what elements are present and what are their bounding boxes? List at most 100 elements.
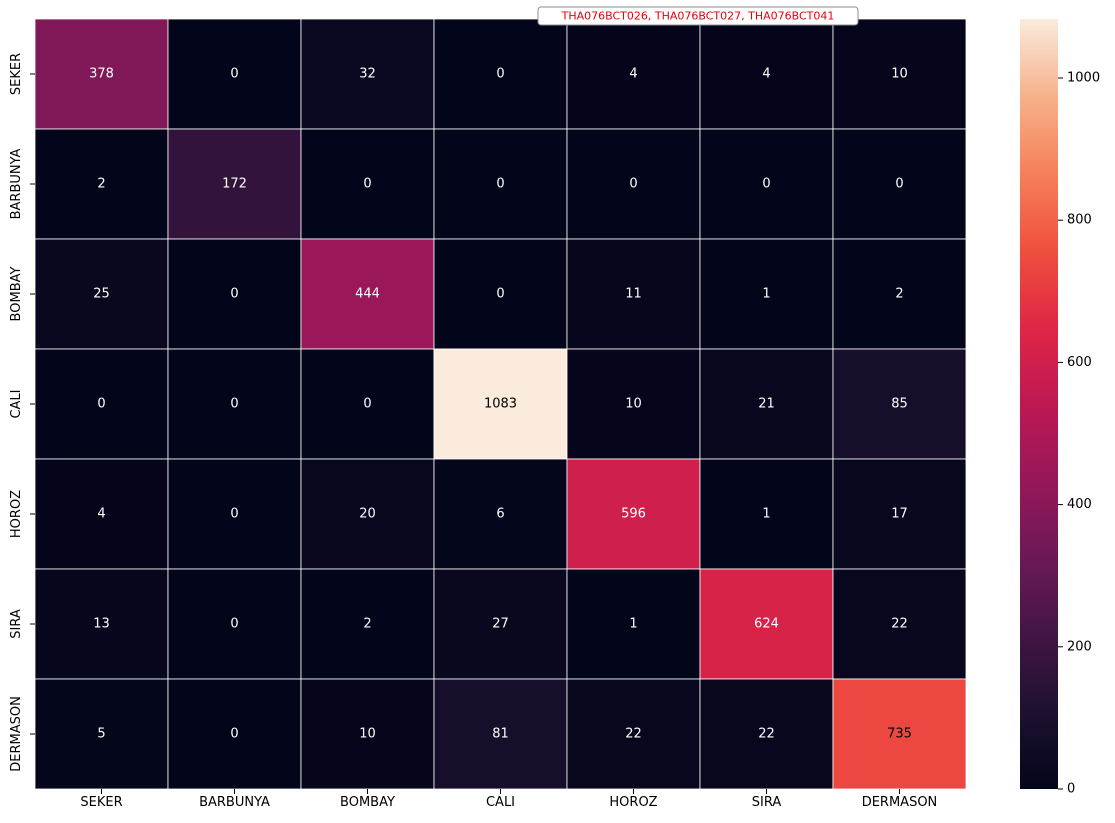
heatmap-cell bbox=[34, 238, 169, 350]
heatmap-cell bbox=[566, 678, 701, 790]
colorbar-tick-label: 1000 bbox=[1067, 71, 1100, 86]
cell-value-label: 596 bbox=[621, 507, 646, 522]
cell-value-label: 0 bbox=[629, 177, 637, 192]
cell-value-label: 0 bbox=[363, 177, 371, 192]
cell-value-label: 2 bbox=[895, 287, 903, 302]
heatmap-cell bbox=[566, 18, 701, 130]
cell-value-label: 1083 bbox=[484, 397, 517, 412]
colorbar-ticks: 0 200 400 600 800 1000 bbox=[1058, 71, 1100, 797]
x-tick-label: SIRA bbox=[752, 795, 782, 810]
cell-value-label: 0 bbox=[363, 397, 371, 412]
heatmap-cell bbox=[300, 458, 435, 570]
cell-value-label: 22 bbox=[625, 727, 642, 742]
heatmap-cell bbox=[433, 18, 568, 130]
cell-value-label: 10 bbox=[359, 727, 376, 742]
heatmap-cell bbox=[699, 128, 834, 240]
x-tick-label: SEKER bbox=[80, 795, 122, 810]
cell-value-label: 5 bbox=[97, 727, 105, 742]
heatmap-cell bbox=[699, 238, 834, 350]
heatmap-cell bbox=[34, 128, 169, 240]
heatmap-cell bbox=[566, 128, 701, 240]
cell-value-label: 624 bbox=[754, 617, 779, 632]
y-tick-label: SIRA bbox=[9, 609, 24, 639]
cell-value-label: 81 bbox=[492, 727, 509, 742]
heatmap-cell bbox=[832, 678, 967, 790]
cell-value-label: 25 bbox=[93, 287, 110, 302]
colorbar-tick-label: 400 bbox=[1067, 497, 1092, 512]
heatmap-cell bbox=[566, 238, 701, 350]
cell-value-label: 10 bbox=[891, 67, 908, 82]
heatmap-cell bbox=[34, 568, 169, 680]
heatmap-cell bbox=[34, 458, 169, 570]
y-tick-label: SEKER bbox=[9, 53, 24, 95]
heatmap-cell bbox=[832, 348, 967, 460]
cell-value-label: 0 bbox=[496, 177, 504, 192]
cell-value-label: 1 bbox=[629, 617, 637, 632]
heatmap-cell bbox=[832, 128, 967, 240]
heatmap-cell bbox=[300, 568, 435, 680]
cell-value-label: 22 bbox=[891, 617, 908, 632]
annotation-text: THA076BCT026, THA076BCT027, THA076BCT041 bbox=[561, 10, 835, 23]
heatmap-cell bbox=[167, 238, 302, 350]
heatmap-cell-labels: 378 0 32 0 4 4 102 172 0 0 0 0 025 0 444 0 11 1 20 0 0 1083 10… bbox=[89, 67, 912, 742]
annotation-background bbox=[537, 6, 859, 26]
cell-value-label: 0 bbox=[230, 67, 238, 82]
cell-value-label: 0 bbox=[97, 397, 105, 412]
cell-value-label: 11 bbox=[625, 287, 642, 302]
cell-value-label: 13 bbox=[93, 617, 110, 632]
cell-value-label: 22 bbox=[758, 727, 775, 742]
cell-value-label: 4 bbox=[629, 67, 637, 82]
heatmap-cell bbox=[34, 348, 169, 460]
heatmap-cell bbox=[699, 458, 834, 570]
colorbar-tick-label: 600 bbox=[1067, 355, 1092, 370]
heatmap-cell bbox=[832, 238, 967, 350]
cell-value-label: 378 bbox=[89, 67, 114, 82]
y-tick-label: CALI bbox=[9, 389, 24, 418]
cell-value-label: 0 bbox=[895, 177, 903, 192]
cell-value-label: 0 bbox=[230, 507, 238, 522]
cell-value-label: 17 bbox=[891, 507, 908, 522]
cell-value-label: 1 bbox=[762, 287, 770, 302]
heatmap-cell bbox=[433, 238, 568, 350]
cell-value-label: 85 bbox=[891, 397, 908, 412]
cell-value-label: 0 bbox=[762, 177, 770, 192]
heatmap-cell bbox=[300, 678, 435, 790]
x-tick-label: CALI bbox=[486, 795, 515, 810]
cell-value-label: 6 bbox=[496, 507, 504, 522]
x-tick-label: BOMBAY bbox=[340, 795, 395, 810]
y-tick-label: HOROZ bbox=[9, 490, 24, 538]
heatmap-cell bbox=[167, 18, 302, 130]
cell-value-label: 32 bbox=[359, 67, 376, 82]
cell-value-label: 10 bbox=[625, 397, 642, 412]
cell-value-label: 27 bbox=[492, 617, 509, 632]
heatmap-cell bbox=[300, 18, 435, 130]
y-axis: SEKER BARBUNYA BOMBAY CALI HOROZ SIRA DERMASON bbox=[9, 53, 35, 772]
heatmap-cell bbox=[699, 678, 834, 790]
cell-value-label: 0 bbox=[230, 617, 238, 632]
colorbar: 0 200 400 600 800 1000 bbox=[1020, 19, 1100, 797]
heatmap-cell bbox=[167, 678, 302, 790]
heatmap-cell bbox=[167, 348, 302, 460]
heatmap-cell bbox=[699, 348, 834, 460]
cell-value-label: 735 bbox=[887, 727, 912, 742]
colorbar-tick-label: 200 bbox=[1067, 639, 1092, 654]
heatmap-cell bbox=[433, 678, 568, 790]
heatmap-cell bbox=[300, 128, 435, 240]
heatmap-cell bbox=[699, 18, 834, 130]
cell-value-label: 0 bbox=[496, 67, 504, 82]
cell-value-label: 21 bbox=[758, 397, 775, 412]
cell-value-label: 172 bbox=[222, 177, 247, 192]
cell-value-label: 1 bbox=[762, 507, 770, 522]
heatmap-cell bbox=[167, 568, 302, 680]
colorbar-gradient bbox=[1020, 19, 1058, 789]
x-tick-label: DERMASON bbox=[862, 795, 938, 810]
colorbar-tick-label: 0 bbox=[1067, 782, 1075, 797]
heatmap-cell bbox=[832, 568, 967, 680]
y-tick-label: DERMASON bbox=[9, 696, 24, 772]
cell-value-label: 2 bbox=[363, 617, 371, 632]
y-tick-label: BOMBAY bbox=[9, 267, 24, 322]
cell-value-label: 0 bbox=[230, 397, 238, 412]
heatmap-cell bbox=[300, 238, 435, 350]
heatmap-cells bbox=[34, 18, 967, 790]
